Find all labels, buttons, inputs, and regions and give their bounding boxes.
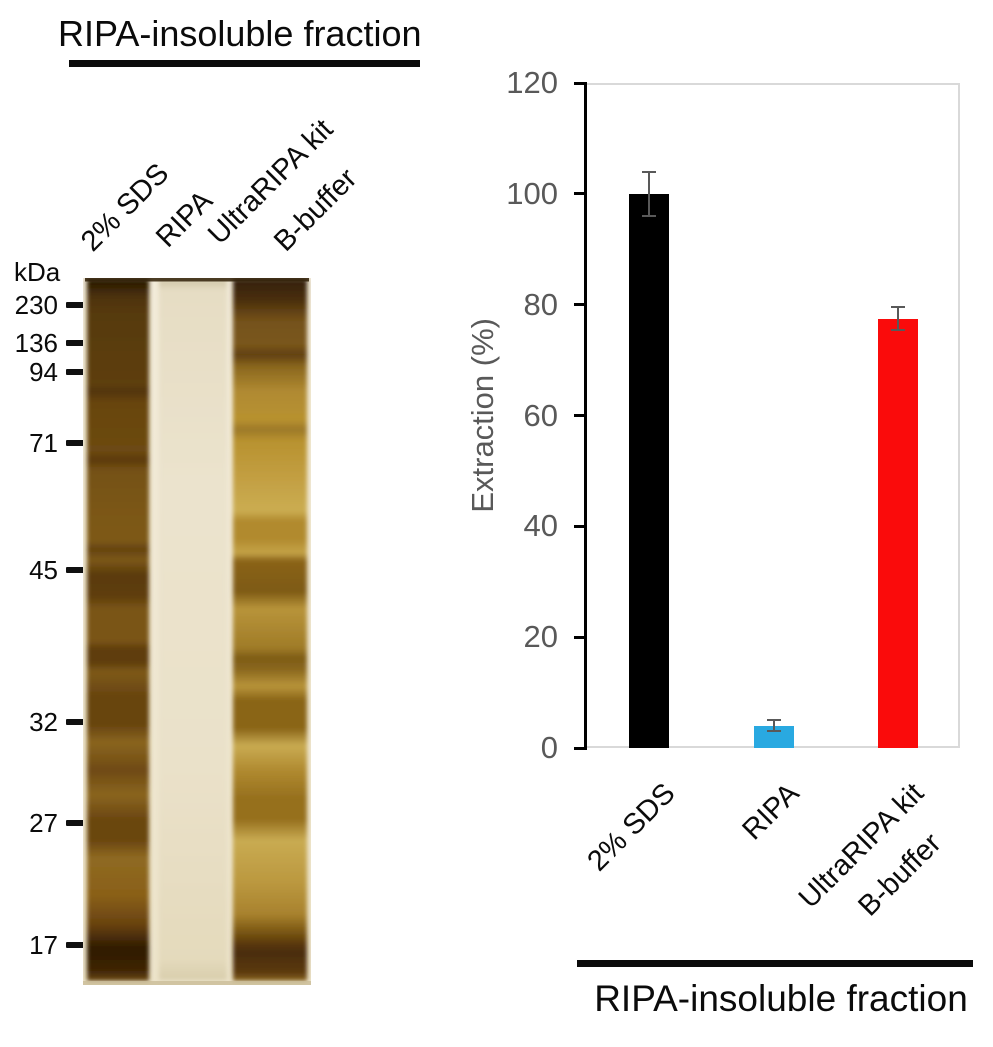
kda-marker-tick-94 — [66, 369, 84, 376]
gel-title-underline — [69, 60, 420, 67]
kda-marker-label-230: 230 — [14, 289, 58, 320]
error-cap-top-ripa — [766, 719, 781, 722]
kda-marker-label-32: 32 — [29, 706, 58, 737]
error-cap-top-2-sds — [642, 170, 657, 173]
gel-marker-column: 230 136 94 71 45 32 27 17 — [0, 278, 84, 985]
kda-marker-94: 94 — [0, 359, 84, 385]
y-tick-20 — [574, 635, 587, 639]
kda-marker-tick-27 — [66, 820, 84, 827]
kda-marker-label-94: 94 — [29, 357, 58, 388]
x-axis-labels: 2% SDS RIPA UltraRIPA kit B-buffer — [581, 748, 960, 988]
y-tick-40 — [574, 524, 587, 528]
kda-unit-label: kDa — [14, 257, 61, 287]
kda-marker-label-136: 136 — [14, 328, 58, 359]
bar-ultraripa-kit-b-buffer — [877, 318, 918, 748]
y-tick-80 — [574, 303, 587, 307]
kda-marker-tick-71 — [66, 439, 84, 446]
y-tick-label-80: 80 — [523, 286, 558, 322]
kda-marker-17: 17 — [0, 932, 84, 958]
kda-marker-230: 230 — [0, 292, 84, 318]
kda-marker-tick-45 — [66, 566, 84, 573]
y-tick-100 — [574, 192, 587, 196]
error-bar-ripa — [772, 720, 775, 732]
kda-marker-label-71: 71 — [29, 427, 58, 458]
y-tick-label-40: 40 — [523, 508, 558, 544]
kda-marker-tick-32 — [66, 718, 84, 725]
x-label-2-sds: 2% SDS — [580, 777, 682, 878]
y-tick-label-0: 0 — [540, 730, 558, 765]
error-cap-bottom-ultraripa-kit-b-buffer — [890, 328, 905, 331]
error-bar-2-sds — [648, 171, 651, 216]
bar-2-sds — [629, 193, 670, 748]
error-cap-bottom-2-sds — [642, 215, 657, 217]
y-tick-60 — [574, 414, 587, 417]
chart-footer-underline — [577, 960, 973, 967]
kda-marker-label-17: 17 — [29, 929, 58, 960]
plot-border-top — [587, 83, 960, 85]
x-label-ripa: RIPA — [736, 777, 806, 847]
y-tick-label-60: 60 — [523, 397, 558, 433]
kda-marker-32: 32 — [0, 709, 84, 735]
kda-marker-45: 45 — [0, 557, 84, 583]
chart-footer-label: RIPA-insoluble fraction — [594, 978, 968, 1019]
bar-ripa — [753, 725, 794, 748]
y-tick-120 — [574, 81, 587, 85]
error-cap-bottom-ripa — [766, 730, 781, 733]
kda-marker-136: 136 — [0, 330, 84, 356]
kda-marker-71: 71 — [0, 430, 84, 456]
y-tick-label-120: 120 — [506, 65, 558, 100]
kda-marker-27: 27 — [0, 810, 84, 836]
error-bar-ultraripa-kit-b-buffer — [896, 307, 899, 330]
y-tick-label-20: 20 — [523, 619, 558, 655]
kda-marker-tick-136 — [66, 340, 84, 347]
y-tick-0 — [574, 746, 587, 750]
kda-marker-label-45: 45 — [29, 554, 58, 585]
plot-border-right — [958, 83, 960, 748]
gel-panel-title: RIPA-insoluble fraction — [58, 13, 422, 54]
y-tick-label-100: 100 — [506, 175, 558, 211]
kda-marker-label-27: 27 — [29, 808, 58, 839]
gel-lane-label-2-sds: 2% SDS — [75, 157, 176, 258]
gel-image — [83, 278, 311, 985]
kda-marker-tick-17 — [66, 941, 84, 948]
error-cap-top-ultraripa-kit-b-buffer — [890, 306, 905, 309]
plot-area: 2% SDS RIPA UltraRIPA kit B-buffer 0 20 40 60 8… — [506, 67, 960, 922]
gel-lane-label-ripa: RIPA — [150, 184, 220, 254]
kda-marker-tick-230 — [66, 301, 84, 308]
